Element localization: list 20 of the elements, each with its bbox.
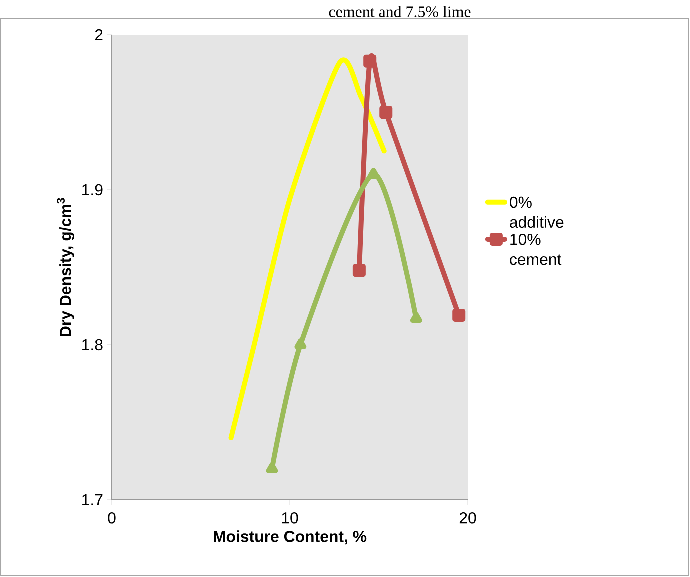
- y-tick-label: 2: [95, 29, 103, 41]
- point: [294, 338, 307, 350]
- x-tick-label: 20: [460, 512, 476, 524]
- legend-label: 0% additive: [510, 196, 564, 228]
- y-tick-label: 1.9: [82, 184, 103, 196]
- x-tick-label: 0: [108, 512, 116, 524]
- y-tick-label: 1.7: [82, 494, 103, 506]
- x-axis-title: Moisture Content, %: [214, 530, 367, 545]
- legend-label: 10% cement: [510, 234, 562, 266]
- y-tick-label: 1.8: [82, 339, 103, 351]
- point: [452, 309, 466, 322]
- x-tick-label: 10: [282, 512, 298, 524]
- point: [368, 168, 380, 179]
- point: [380, 106, 393, 119]
- point: [266, 462, 278, 474]
- chart-title: cement and 7.5% lime: [329, 6, 471, 18]
- point: [410, 312, 422, 324]
- y-axis-title: Dry Density, g/cm$^{3}$: [57, 198, 74, 337]
- point: [352, 264, 366, 278]
- point: [364, 54, 377, 68]
